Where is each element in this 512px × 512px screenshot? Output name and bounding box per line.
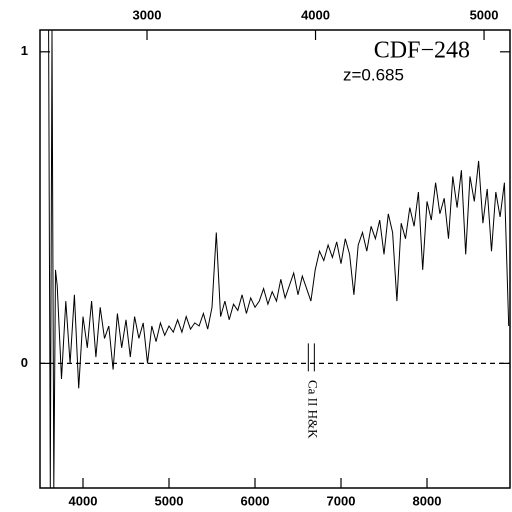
x-tick-label: 8000: [413, 493, 442, 508]
x2-tick-label: 3000: [133, 7, 162, 22]
chart-subtitle: z=0.685: [343, 65, 404, 84]
y-tick-label: 0: [21, 355, 28, 370]
plot-area: [48, 30, 510, 488]
x-tick-label: 5000: [155, 493, 184, 508]
chart-title: CDF−248: [374, 38, 470, 64]
feature-label: Ca II H&K: [305, 380, 320, 439]
plot-frame: [39, 29, 511, 489]
y-tick-label: 1: [21, 43, 28, 58]
x2-tick-label: 5000: [470, 7, 499, 22]
x-tick-label: 7000: [327, 493, 356, 508]
spectrum-line: [48, 30, 510, 488]
x-tick-label: 4000: [69, 493, 98, 508]
x-tick-label: 6000: [241, 493, 270, 508]
x2-tick-label: 4000: [301, 7, 330, 22]
